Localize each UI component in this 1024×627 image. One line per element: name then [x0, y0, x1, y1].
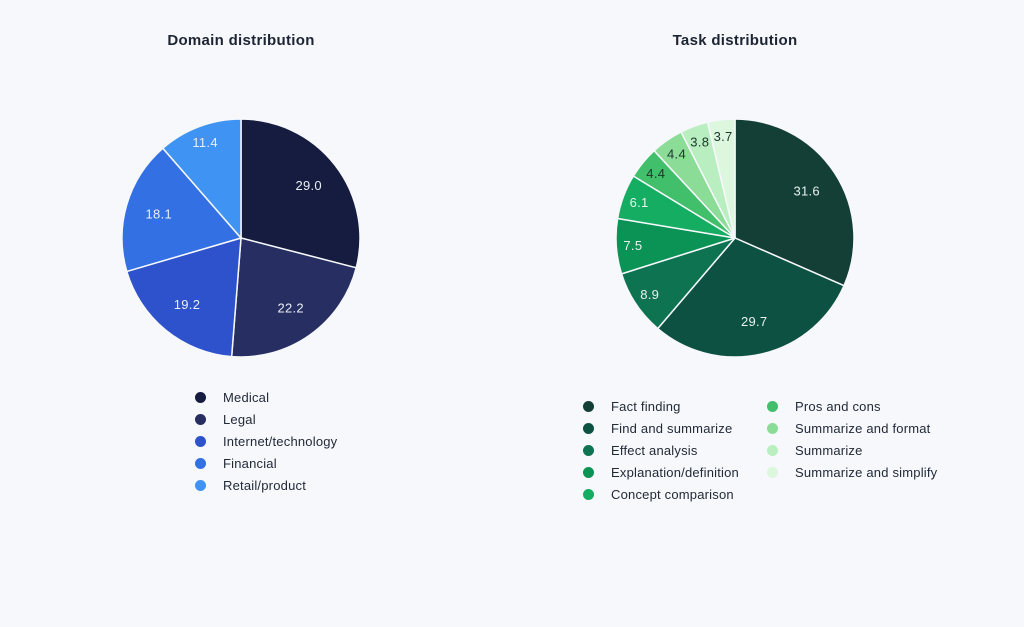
legend-item: Explanation/definition [583, 461, 767, 483]
slice-value-label: 3.8 [690, 134, 709, 149]
legend-label: Pros and cons [795, 398, 881, 414]
chart-title-task: Task distribution [672, 32, 798, 49]
legend-dot-icon [767, 422, 778, 434]
legend-dot-icon [583, 488, 594, 500]
legend-item: Fact finding [583, 395, 767, 417]
legend-dot-icon [583, 422, 594, 434]
legend-column: Pros and cons Summarize and format Summari… [767, 395, 937, 483]
slice-value-label: 29.7 [741, 314, 768, 329]
slice-value-label: 19.2 [174, 297, 201, 312]
domain-legend: Medical Legal Internet/technology Financial… [195, 386, 337, 496]
legend-dot-icon [583, 466, 594, 478]
slice-value-label: 31.6 [793, 184, 820, 199]
legend-item: Internet/technology [195, 430, 337, 452]
pie-slice [706, 118, 736, 239]
slice-value-label: 29.0 [295, 178, 322, 193]
legend-item: Summarize and format [767, 417, 937, 439]
legend-label: Explanation/definition [611, 464, 739, 480]
legend-item: Medical [195, 386, 337, 408]
legend-dot-icon [195, 435, 206, 447]
legend-item: Financial [195, 452, 337, 474]
pie-slice [657, 237, 845, 358]
slice-value-label: 7.5 [623, 238, 642, 253]
legend-label: Medical [223, 389, 270, 405]
slice-value-label: 6.1 [630, 195, 649, 210]
legend-item: Summarize and simplify [767, 461, 937, 483]
legend-label: Fact finding [611, 398, 681, 414]
slice-value-label: 3.7 [714, 129, 733, 144]
legend-dot-icon [767, 466, 778, 478]
pie-slice [121, 147, 242, 273]
legend-label: Summarize and simplify [795, 464, 938, 480]
slice-value-label: 18.1 [146, 206, 173, 221]
pie-slice [230, 237, 357, 358]
legend-label: Effect analysis [611, 442, 698, 458]
legend-dot-icon [767, 444, 778, 456]
legend-dot-icon [195, 457, 206, 469]
pie-slice [126, 237, 242, 358]
legend-item: Retail/product [195, 474, 337, 496]
legend-item: Concept comparison [583, 483, 767, 505]
legend-label: Legal [223, 411, 256, 427]
legend-label: Summarize and format [795, 420, 931, 436]
legend-dot-icon [583, 444, 594, 456]
slice-value-label: 11.4 [192, 135, 218, 150]
legend-dot-icon [195, 413, 206, 425]
legend-item: Pros and cons [767, 395, 937, 417]
legend-column: Medical Legal Internet/technology Financial… [195, 386, 337, 496]
domain-pie-chart: 29.0 22.2 19.2 18.1 11.4 [121, 118, 361, 358]
legend-column: Fact finding Find and summarize Effect ana… [583, 395, 767, 505]
task-legend: Fact finding Find and summarize Effect ana… [583, 395, 937, 505]
slice-value-label: 22.2 [277, 300, 304, 315]
legend-item: Summarize [767, 439, 937, 461]
legend-label: Internet/technology [223, 433, 338, 449]
legend-label: Find and summarize [611, 420, 733, 436]
slice-value-label: 4.4 [667, 147, 686, 162]
legend-dot-icon [767, 400, 778, 412]
legend-label: Financial [223, 455, 277, 471]
legend-item: Legal [195, 408, 337, 430]
legend-item: Effect analysis [583, 439, 767, 461]
legend-item: Find and summarize [583, 417, 767, 439]
pie-slice [162, 118, 242, 239]
legend-dot-icon [583, 400, 594, 412]
legend-label: Concept comparison [611, 486, 734, 502]
task-pie-chart: 31.6 29.7 8.9 7.5 6.1 4.44.4 3.8 3.7 [615, 118, 855, 358]
pie-slice [240, 118, 361, 269]
legend-label: Summarize [795, 442, 863, 458]
legend-label: Retail/product [223, 477, 307, 493]
slice-value-label: 4.4 [646, 166, 665, 181]
legend-dot-icon [195, 479, 206, 491]
pie-slice [734, 118, 855, 287]
legend-dot-icon [195, 391, 206, 403]
chart-title-domain: Domain distribution [167, 32, 315, 49]
slice-value-label: 8.9 [640, 287, 659, 302]
